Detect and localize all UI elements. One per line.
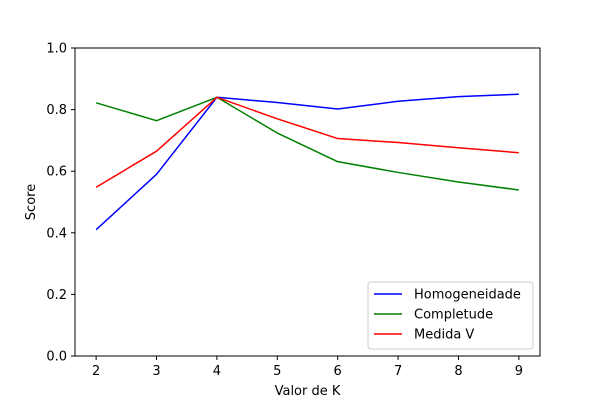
x-tick-label: 9 [515,364,523,379]
y-tick-label: 0.4 [46,226,67,241]
x-tick-label: 3 [152,364,160,379]
plot-lines [96,94,519,230]
legend-label-2: Medida V [414,328,474,343]
y-tick-label: 0.2 [46,288,67,303]
x-tick-label: 7 [394,364,402,379]
x-axis: 2 3 4 5 6 7 8 9 [92,356,523,379]
x-tick-label: 8 [454,364,462,379]
series-line-2 [96,97,519,187]
y-axis-title: Score [24,184,39,220]
series-line-0 [96,94,519,230]
x-axis-title: Valor de K [275,384,341,399]
legend-label-0: Homogeneidade [414,288,521,303]
x-tick-label: 4 [213,364,221,379]
x-tick-label: 6 [334,364,342,379]
y-tick-label: 0.0 [46,350,67,365]
y-tick-label: 0.8 [46,103,67,118]
y-tick-label: 0.6 [46,165,67,180]
y-tick-label: 1.0 [46,42,67,57]
x-tick-label: 2 [92,364,100,379]
legend-label-1: Completude [414,308,493,323]
legend: Homogeneidade Completude Medida V [368,282,533,349]
x-tick-label: 5 [273,364,281,379]
series-line-1 [96,97,519,190]
y-axis: 0.0 0.2 0.4 0.6 0.8 1.0 [46,42,75,365]
